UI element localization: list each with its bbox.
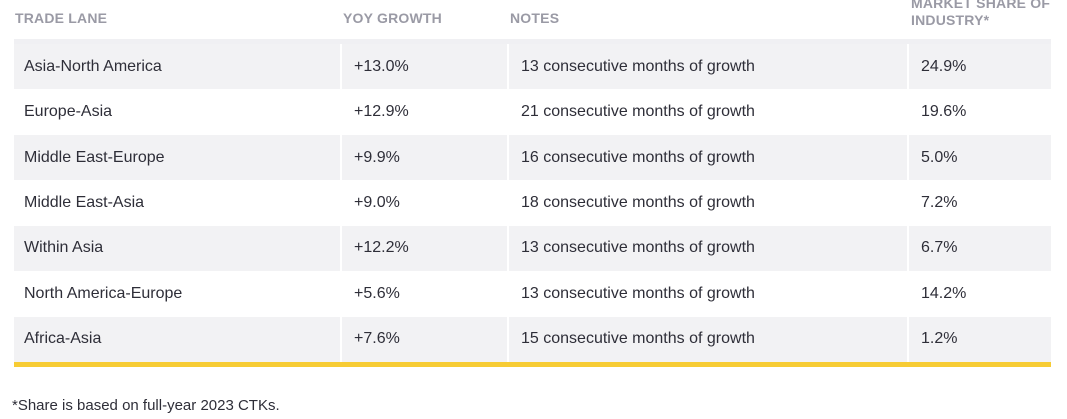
header-notes: NOTES <box>510 10 560 26</box>
table-row: Middle East-Asia +9.0% 18 consecutive mo… <box>14 180 1051 226</box>
cell-yoy-growth: +9.9% <box>340 134 507 181</box>
cell-yoy-growth: +12.2% <box>340 225 507 272</box>
cell-notes: 13 consecutive months of growth <box>507 271 907 317</box>
cell-notes: 13 consecutive months of growth <box>507 44 907 90</box>
cell-trade-lane: Middle East-Asia <box>24 193 145 211</box>
trade-lane-table: TRADE LANE YOY GROWTH NOTES MARKET SHARE… <box>14 0 1051 367</box>
cell-market-share: 5.0% <box>907 134 1051 181</box>
footnote: *Share is based on full-year 2023 CTKs. <box>12 397 280 414</box>
cell-market-share: 19.6% <box>907 89 1051 135</box>
cell-yoy-growth: +9.0% <box>340 180 507 226</box>
header-trade-lane: TRADE LANE <box>15 10 108 26</box>
cell-yoy-growth: +5.6% <box>340 271 507 317</box>
table-row: Africa-Asia +7.6% 15 consecutive months … <box>14 316 1051 362</box>
cell-yoy-growth: +12.9% <box>340 89 507 135</box>
table-row: Asia-North America +13.0% 13 consecutive… <box>14 44 1051 90</box>
cell-market-share: 7.2% <box>907 180 1051 226</box>
cell-trade-lane: Asia-North America <box>24 57 162 75</box>
cell-yoy-growth: +13.0% <box>340 44 507 90</box>
header-yoy-growth: YOY GROWTH <box>343 10 442 26</box>
table-row: Within Asia +12.2% 13 consecutive months… <box>14 225 1051 272</box>
cell-trade-lane: Middle East-Europe <box>24 148 165 166</box>
cell-market-share: 1.2% <box>907 316 1051 362</box>
header-divider <box>14 39 1051 44</box>
cell-notes: 13 consecutive months of growth <box>507 225 907 272</box>
cell-market-share: 6.7% <box>907 225 1051 272</box>
cell-notes: 21 consecutive months of growth <box>507 89 907 135</box>
cell-trade-lane: Europe-Asia <box>24 103 113 121</box>
table-row: North America-Europe +5.6% 13 consecutiv… <box>14 271 1051 317</box>
cell-notes: 16 consecutive months of growth <box>507 134 907 181</box>
cell-trade-lane: Within Asia <box>24 239 104 257</box>
cell-market-share: 14.2% <box>907 271 1051 317</box>
table-row: Europe-Asia +12.9% 21 consecutive months… <box>14 89 1051 135</box>
table-body: Asia-North America +13.0% 13 consecutive… <box>14 44 1051 367</box>
table-header: TRADE LANE YOY GROWTH NOTES MARKET SHARE… <box>14 0 1051 44</box>
table-row: Middle East-Europe +9.9% 16 consecutive … <box>14 134 1051 181</box>
cell-market-share: 24.9% <box>907 44 1051 90</box>
cell-trade-lane: Africa-Asia <box>24 330 102 348</box>
cell-notes: 18 consecutive months of growth <box>507 180 907 226</box>
cell-trade-lane: North America-Europe <box>24 284 183 302</box>
header-market-share: MARKET SHARE OF INDUSTRY* <box>911 0 1051 28</box>
cell-notes: 15 consecutive months of growth <box>507 316 907 362</box>
cell-yoy-growth: +7.6% <box>340 316 507 362</box>
